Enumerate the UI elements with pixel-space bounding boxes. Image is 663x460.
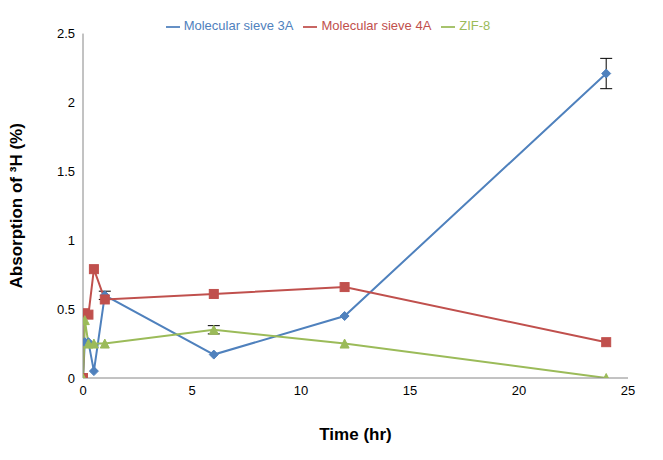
html-text:Molecular sieve 3A: Molecular sieve 3A: [183, 18, 294, 33]
svg-text:Absorption of ³H (%): Absorption of ³H (%): [8, 123, 26, 288]
svg-text:10: 10: [294, 383, 308, 398]
svg-text:0: 0: [68, 371, 75, 386]
html-text:Molecular sieve 4A: Molecular sieve 4A: [321, 18, 432, 33]
html-text:ZIF-8: ZIF-8: [459, 18, 491, 33]
svg-text:15: 15: [403, 383, 417, 398]
svg-text:5: 5: [188, 383, 195, 398]
svg-text:0: 0: [79, 383, 86, 398]
svg-text:1.5: 1.5: [57, 164, 75, 179]
svg-text:0.5: 0.5: [57, 302, 75, 317]
svg-text:1: 1: [68, 233, 75, 248]
svg-text:2.5: 2.5: [57, 26, 75, 41]
svg-text:2: 2: [68, 95, 75, 110]
svg-text:Time (hr): Time (hr): [319, 425, 391, 444]
svg-text:25: 25: [621, 383, 635, 398]
svg-text:20: 20: [512, 383, 526, 398]
